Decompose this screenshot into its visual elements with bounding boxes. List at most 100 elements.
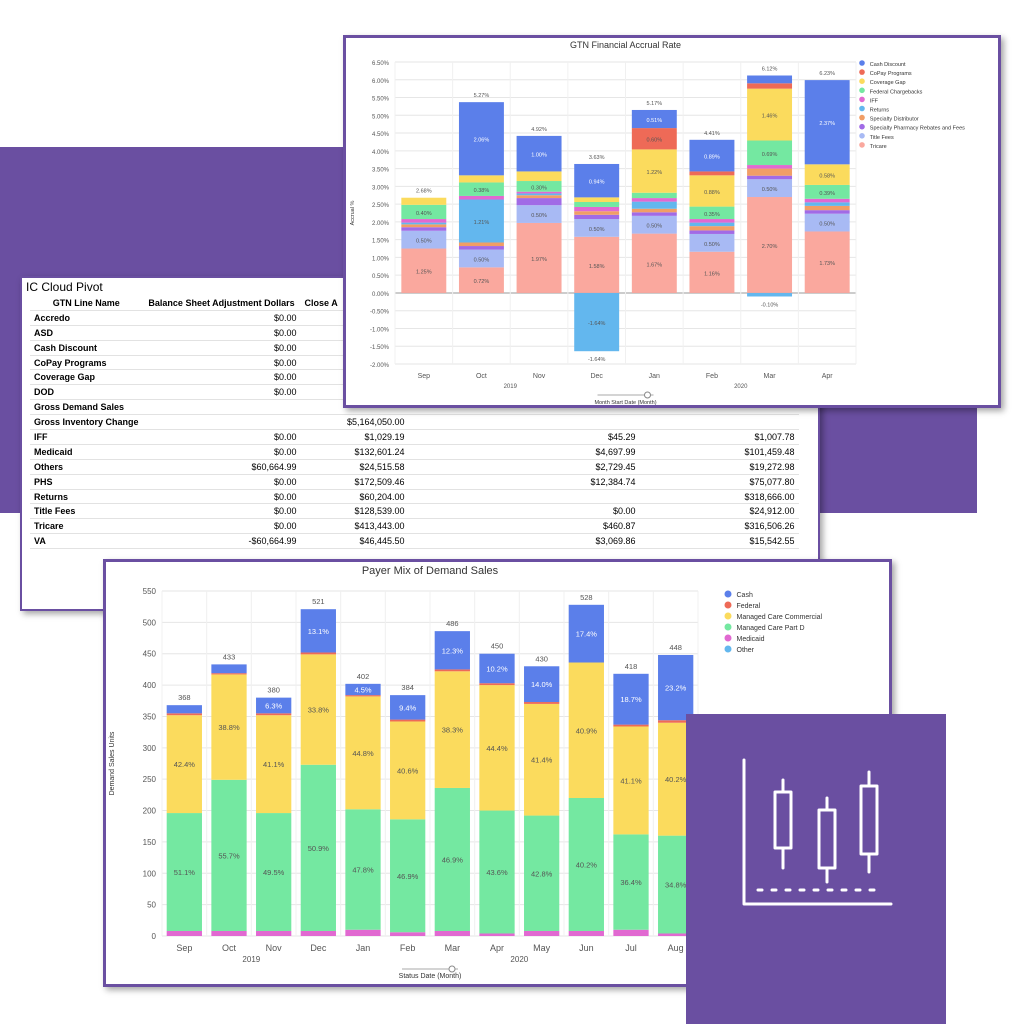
bar-segment[interactable] <box>574 201 620 207</box>
bar-segment[interactable] <box>747 165 793 169</box>
bar-segment[interactable] <box>516 181 562 192</box>
bar-segment[interactable] <box>689 219 735 223</box>
bar-segment[interactable] <box>524 815 560 931</box>
legend-label[interactable]: Federal Chargebacks <box>870 89 923 95</box>
bar-segment[interactable] <box>689 233 735 252</box>
bar-segment[interactable] <box>211 674 247 780</box>
legend-label[interactable]: Managed Care Part D <box>737 625 805 632</box>
bar-segment[interactable] <box>747 83 793 89</box>
legend-swatch[interactable] <box>859 114 865 121</box>
bar-segment[interactable] <box>166 715 202 814</box>
bar-segment[interactable] <box>458 195 504 200</box>
bar-segment[interactable] <box>479 810 515 934</box>
bar-segment[interactable] <box>516 135 562 172</box>
bar-segment[interactable] <box>631 208 677 213</box>
bar-segment[interactable] <box>747 140 793 166</box>
bar-segment[interactable] <box>434 930 470 936</box>
bar-segment[interactable] <box>689 226 735 231</box>
bar-segment[interactable] <box>401 219 447 223</box>
bar-segment[interactable] <box>574 211 620 215</box>
bar-segment[interactable] <box>516 222 562 293</box>
bar-segment[interactable] <box>345 809 381 930</box>
bar-segment[interactable] <box>524 703 560 816</box>
bar-segment[interactable] <box>804 164 850 185</box>
pivot-row[interactable]: IFF $0.00 $1,029.19 $45.29 $1,007.78 <box>30 429 799 445</box>
bar-segment[interactable] <box>631 201 677 209</box>
bar-segment[interactable] <box>256 713 292 716</box>
bar-segment[interactable] <box>689 175 735 207</box>
bar-segment[interactable] <box>631 198 677 202</box>
legend-label[interactable]: Specialty Pharmacy Rebates and Fees <box>870 126 965 132</box>
legend-swatch[interactable] <box>724 634 732 642</box>
bar-segment[interactable] <box>345 929 381 936</box>
bar-segment[interactable] <box>568 798 604 931</box>
bar-segment[interactable] <box>689 206 735 220</box>
bar-segment[interactable] <box>166 813 202 931</box>
bar-segment[interactable] <box>434 631 470 670</box>
bar-segment[interactable] <box>524 702 560 704</box>
bar-segment[interactable] <box>747 175 793 180</box>
legend-swatch[interactable] <box>724 623 732 631</box>
pivot-row[interactable]: Title Fees $0.00 $128,539.00 $0.00 $24,912.0… <box>30 503 799 520</box>
bar-segment[interactable] <box>516 193 562 196</box>
bar-segment[interactable] <box>401 227 447 231</box>
bar-segment[interactable] <box>631 192 677 199</box>
bar-segment[interactable] <box>401 230 447 249</box>
bar-segment[interactable] <box>524 666 560 703</box>
legend-swatch[interactable] <box>859 96 865 103</box>
bar-segment[interactable] <box>479 685 515 811</box>
bar-segment[interactable] <box>256 715 292 814</box>
bar-segment[interactable] <box>390 719 426 722</box>
pivot-row[interactable]: Returns $0.00 $60,204.00 $318,666.00 <box>30 489 799 505</box>
pivot-row[interactable]: Tricare $0.00 $413,443.00 $460.87 $316,506.2… <box>30 518 799 535</box>
bar-segment[interactable] <box>613 834 649 930</box>
bar-segment[interactable] <box>434 669 470 672</box>
legend-label[interactable]: Medicaid <box>737 636 765 643</box>
pivot-header-balance-sheet[interactable]: Balance Sheet Adjustment Dollars <box>142 296 301 311</box>
legend-label[interactable]: Cash Discount <box>870 62 906 68</box>
bar-segment[interactable] <box>300 764 336 931</box>
legend-swatch[interactable] <box>859 105 865 112</box>
bar-segment[interactable] <box>747 197 793 293</box>
bar-segment[interactable] <box>804 198 850 203</box>
bar-segment[interactable] <box>804 80 850 165</box>
bar-segment[interactable] <box>568 662 604 798</box>
bar-segment[interactable] <box>166 930 202 936</box>
bar-segment[interactable] <box>390 695 426 720</box>
bar-segment[interactable] <box>345 683 381 696</box>
bar-segment[interactable] <box>747 179 793 198</box>
bar-segment[interactable] <box>166 713 202 716</box>
legend-label[interactable]: Coverage Gap <box>870 80 906 86</box>
bar-segment[interactable] <box>574 197 620 202</box>
bar-segment[interactable] <box>401 222 447 225</box>
bar-segment[interactable] <box>479 683 515 686</box>
bar-segment[interactable] <box>613 673 649 725</box>
range-slider-handle[interactable] <box>644 391 651 399</box>
bar-segment[interactable] <box>390 721 426 820</box>
bar-segment[interactable] <box>524 930 560 936</box>
legend-swatch[interactable] <box>724 645 732 653</box>
bar-segment[interactable] <box>631 128 677 150</box>
bar-segment[interactable] <box>211 673 247 675</box>
pivot-header-gtn-line-name[interactable]: GTN Line Name <box>30 296 143 311</box>
bar-segment[interactable] <box>458 175 504 183</box>
bar-segment[interactable] <box>631 215 677 234</box>
pivot-row[interactable]: PHS $0.00 $172,509.46 $12,384.74 $75,077.80 <box>30 474 799 490</box>
bar-segment[interactable] <box>574 206 620 212</box>
legend-label[interactable]: Managed Care Commercial <box>737 614 823 621</box>
bar-segment[interactable] <box>211 664 247 674</box>
pivot-row[interactable]: VA -$60,664.99 $46,445.50 $3,069.86 $15,542.… <box>30 533 799 550</box>
bar-segment[interactable] <box>211 930 247 936</box>
bar-segment[interactable] <box>256 930 292 936</box>
bar-segment[interactable] <box>390 819 426 933</box>
pivot-row[interactable]: Medicaid $0.00 $132,601.24 $4,697.99 $101,45… <box>30 444 799 460</box>
bar-segment[interactable] <box>613 929 649 936</box>
bar-segment[interactable] <box>574 236 620 293</box>
legend-swatch[interactable] <box>859 142 865 148</box>
bar-segment[interactable] <box>804 184 850 199</box>
bar-segment[interactable] <box>747 88 793 141</box>
bar-segment[interactable] <box>458 267 504 293</box>
legend-swatch[interactable] <box>859 69 865 75</box>
bar-segment[interactable] <box>479 933 515 936</box>
bar-segment[interactable] <box>689 139 735 172</box>
